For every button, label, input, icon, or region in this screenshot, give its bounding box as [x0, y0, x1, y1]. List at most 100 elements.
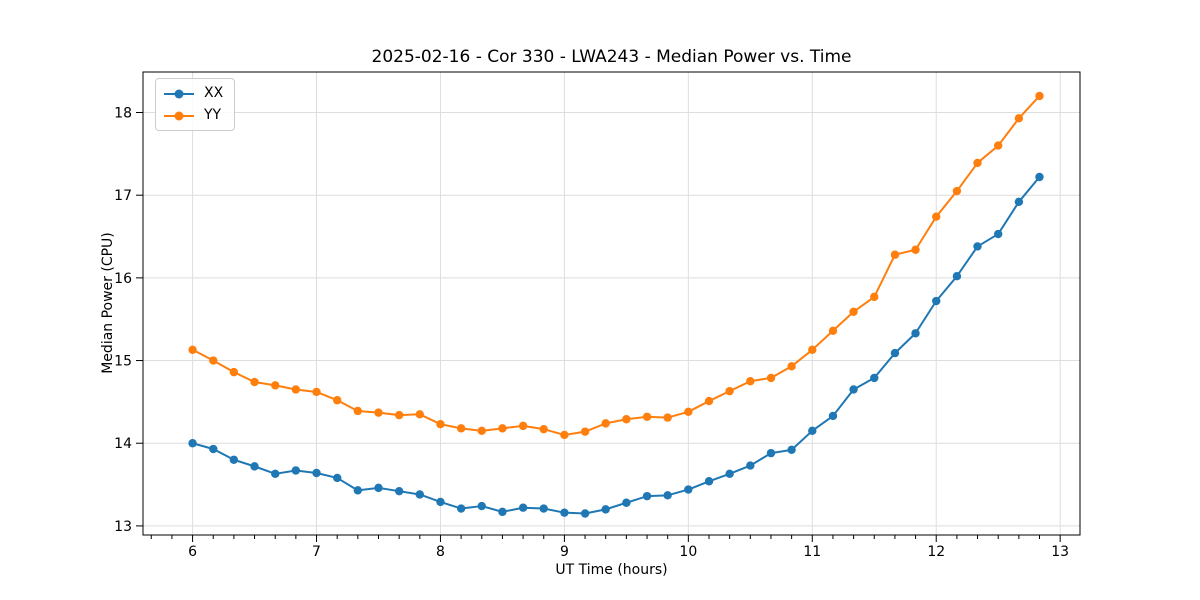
data-point-yy: [312, 387, 321, 397]
data-point-yy: [353, 406, 362, 416]
legend-item-xx: XX: [164, 85, 223, 102]
data-point-yy: [518, 421, 528, 431]
data-point-xx: [849, 385, 858, 394]
data-point-yy: [477, 426, 486, 436]
data-point-xx: [766, 448, 776, 458]
x-tick-label: 8: [436, 544, 445, 560]
data-point-yy: [911, 245, 920, 254]
data-point-xx: [1014, 197, 1024, 207]
legend-label-xx: XX: [204, 85, 224, 101]
data-point-yy: [993, 141, 1003, 150]
data-point-xx: [271, 469, 280, 479]
data-point-xx: [911, 329, 920, 338]
data-point-xx: [415, 490, 424, 499]
x-axis-label: UT Time (hours): [555, 562, 668, 578]
x-tick-label: 12: [927, 544, 945, 560]
y-tick-label: 17: [114, 188, 132, 204]
data-point-yy: [622, 415, 631, 424]
legend-item-yy: YY: [164, 107, 223, 124]
data-point-xx: [498, 507, 507, 517]
data-point-xx: [291, 466, 301, 475]
legend-label-yy: YY: [204, 107, 222, 123]
data-point-xx: [870, 373, 879, 383]
x-tick-label: 7: [312, 544, 321, 560]
data-point-yy: [539, 424, 548, 434]
y-tick-label: 14: [114, 436, 132, 452]
data-point-xx: [560, 508, 569, 517]
data-point-yy: [601, 419, 610, 428]
data-point-xx: [601, 505, 610, 514]
data-point-xx: [932, 296, 941, 306]
data-point-yy: [1014, 114, 1024, 123]
x-tick-label: 6: [188, 544, 197, 560]
data-point-yy: [684, 407, 693, 417]
data-point-yy: [415, 410, 424, 419]
y-tick-label: 16: [114, 271, 132, 287]
data-point-yy: [952, 186, 962, 196]
data-point-xx: [539, 504, 548, 513]
data-point-yy: [291, 385, 301, 394]
data-point-xx: [684, 485, 693, 494]
data-point-yy: [1035, 91, 1044, 101]
data-point-yy: [973, 158, 982, 168]
data-point-yy: [704, 396, 714, 406]
data-point-xx: [518, 503, 528, 512]
data-point-xx: [808, 426, 817, 436]
data-point-xx: [436, 497, 445, 507]
data-point-xx: [374, 483, 383, 493]
data-point-yy: [725, 386, 734, 396]
x-tick-label: 10: [679, 544, 697, 560]
y-tick-label: 15: [114, 354, 132, 370]
data-point-xx: [394, 486, 404, 496]
axes-frame: [142, 71, 1081, 536]
data-point-yy: [642, 412, 652, 421]
data-point-xx: [642, 491, 652, 501]
data-point-xx: [725, 469, 734, 479]
data-point-yy: [229, 367, 239, 377]
data-point-xx: [209, 444, 218, 454]
legend-marker-yy-icon: [164, 107, 194, 124]
data-point-yy: [456, 424, 466, 433]
plot-background: [143, 72, 1080, 535]
x-tick-label: 9: [560, 544, 569, 560]
data-point-xx: [746, 461, 755, 470]
y-axis-label: Median Power (CPU): [100, 232, 116, 374]
data-point-xx: [828, 411, 838, 421]
data-point-yy: [808, 345, 817, 354]
data-point-xx: [704, 477, 714, 486]
data-point-xx: [952, 272, 962, 281]
data-point-yy: [849, 307, 858, 316]
data-point-xx: [890, 348, 900, 358]
data-point-yy: [663, 413, 672, 422]
data-point-yy: [374, 408, 383, 417]
data-point-yy: [890, 250, 900, 259]
data-point-yy: [436, 420, 445, 429]
data-point-xx: [250, 462, 259, 471]
data-point-xx: [229, 455, 239, 464]
data-point-xx: [787, 445, 796, 455]
data-point-xx: [622, 498, 631, 507]
data-point-xx: [333, 473, 342, 483]
data-point-xx: [663, 491, 672, 500]
data-point-yy: [271, 381, 280, 390]
data-point-yy: [580, 427, 590, 436]
x-tick-label: 11: [803, 544, 821, 560]
data-point-xx: [188, 439, 197, 448]
legend-marker-xx-icon: [164, 85, 194, 102]
y-tick-label: 18: [114, 106, 132, 122]
data-point-yy: [787, 362, 796, 371]
x-tick-label: 13: [1051, 544, 1069, 560]
data-point-yy: [250, 377, 259, 387]
data-point-xx: [993, 229, 1003, 239]
data-point-yy: [209, 356, 218, 365]
data-point-yy: [870, 292, 879, 302]
data-point-yy: [333, 396, 342, 405]
data-point-xx: [477, 501, 486, 511]
data-point-xx: [973, 242, 982, 251]
legend: XX YY: [155, 78, 236, 131]
data-point-xx: [1035, 172, 1044, 182]
chart-title: 2025-02-16 - Cor 330 - LWA243 - Median P…: [371, 47, 852, 67]
data-point-yy: [498, 424, 507, 433]
